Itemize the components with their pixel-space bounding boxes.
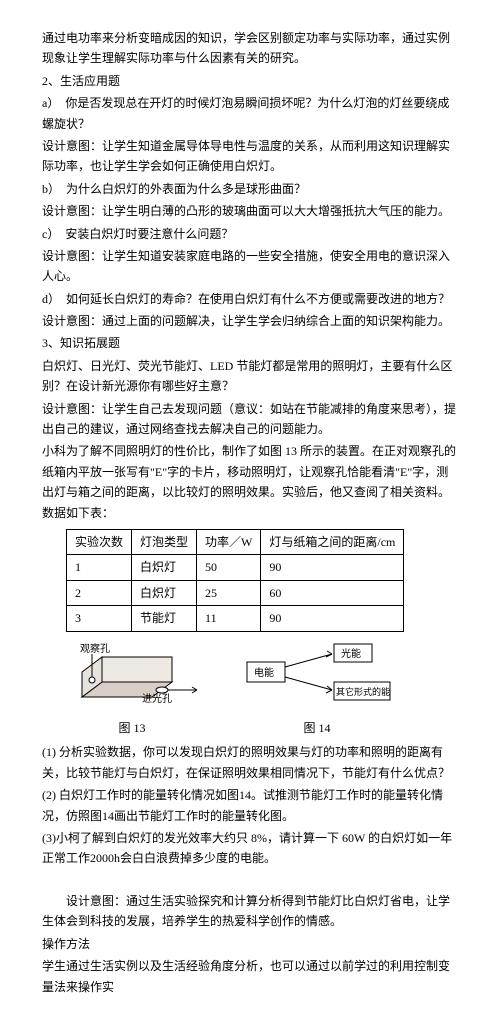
para: 设计意图：让学生知道安装家庭电路的一些安全措施，使安全用电的意识深入人心。 <box>42 246 458 287</box>
td: 1 <box>67 555 132 580</box>
td: 2 <box>67 580 132 605</box>
svg-text:电能: 电能 <box>254 666 274 679</box>
td: 25 <box>197 580 261 605</box>
para: 3、知识拓展题 <box>42 333 458 353</box>
svg-text:光能: 光能 <box>341 647 361 660</box>
para: 通过电功率来分析变暗成因的知识，学会区别额定功率与实际功率，通过实例现象让学生理… <box>42 28 458 69</box>
para: 小科为了解不同照明灯的性价比，制作了如图 13 所示的装置。在正对观察孔的纸箱内… <box>42 441 458 523</box>
table-row: 实验次数 灯泡类型 功率／W 灯与纸箱之间的距离/cm <box>67 529 404 554</box>
td: 白炽灯 <box>132 580 197 605</box>
label: 进光孔 <box>142 692 172 705</box>
energy-diagram-icon: 电能 光能 其它形式的能 <box>242 642 392 712</box>
td: 50 <box>197 555 261 580</box>
td: 90 <box>261 606 404 631</box>
para: c） 安装白炽灯时要注意什么问题？ <box>42 224 458 244</box>
figure-13: 观察孔 进光孔 图 13 <box>62 642 202 739</box>
th: 灯与纸箱之间的距离/cm <box>261 529 404 554</box>
svg-text:其它形式的能: 其它形式的能 <box>336 686 390 697</box>
table-row: 3节能灯1190 <box>67 606 404 631</box>
figure-14: 电能 光能 其它形式的能 图 14 <box>242 642 392 739</box>
para: 设计意图：让学生知道金属导体导电性与温度的关系，从而利用这知识理解实际功率，也让… <box>42 136 458 177</box>
box-diagram-icon: 观察孔 进光孔 <box>62 642 202 712</box>
para: 操作方法 <box>42 934 458 954</box>
para: 设计意图：通过上面的问题解决，让学生学会归纳综合上面的知识架构能力。 <box>42 311 458 331</box>
th: 实验次数 <box>67 529 132 554</box>
para: 设计意图：通过生活实验探究和计算分析得到节能灯比白炽灯省电，让学生体会到科技的发… <box>42 891 458 932</box>
para: 设计意图：让学生自己去发现问题（意议：如站在节能减排的角度来思考），提出自己的建… <box>42 399 458 440</box>
table-row: 1白炽灯5090 <box>67 555 404 580</box>
th: 灯泡类型 <box>132 529 197 554</box>
table-row: 2白炽灯2560 <box>67 580 404 605</box>
para: 白炽灯、日光灯、荧光节能灯、LED 节能灯都是常用的照明灯，主要有什么区别？在设… <box>42 356 458 397</box>
para: 学生通过生活实例以及生活经验角度分析，也可以通过以前学过的利用控制变量法来操作实 <box>42 956 458 997</box>
th: 功率／W <box>197 529 261 554</box>
data-table: 实验次数 灯泡类型 功率／W 灯与纸箱之间的距离/cm 1白炽灯5090 2白炽… <box>66 529 404 632</box>
para: d） 如何延长白炽灯的寿命？在使用白炽灯有什么不方便或需要改进的地方？ <box>42 289 458 309</box>
para: (1) 分析实验数据，你可以发现白炽灯的照明效果与灯的功率和照明的距离有关，比较… <box>42 742 458 783</box>
label: 观察孔 <box>80 642 110 655</box>
para: b） 为什么白炽灯的外表面为什么多是球形曲面？ <box>42 179 458 199</box>
td: 节能灯 <box>132 606 197 631</box>
para: 设计意图：让学生明白薄的凸形的玻璃曲面可以大大增强抵抗大气压的能力。 <box>42 201 458 221</box>
para: (3)小柯了解到白炽灯的发光效率大约只 8%，请计算一下 60W 的白炽灯如一年… <box>42 828 458 869</box>
fig-caption: 图 14 <box>242 718 392 738</box>
fig-caption: 图 13 <box>62 718 202 738</box>
td: 11 <box>197 606 261 631</box>
para: (2) 白炽灯工作时的能量转化情况如图14。试推测节能灯工作时的能量转化情况，仿… <box>42 785 458 826</box>
td: 60 <box>261 580 404 605</box>
td: 90 <box>261 555 404 580</box>
td: 3 <box>67 606 132 631</box>
td: 白炽灯 <box>132 555 197 580</box>
para: 2、生活应用题 <box>42 71 458 91</box>
para: a） 你是否发现总在开灯的时候灯泡易瞬间损坏呢？为什么灯泡的灯丝要绕成螺旋状？ <box>42 93 458 134</box>
